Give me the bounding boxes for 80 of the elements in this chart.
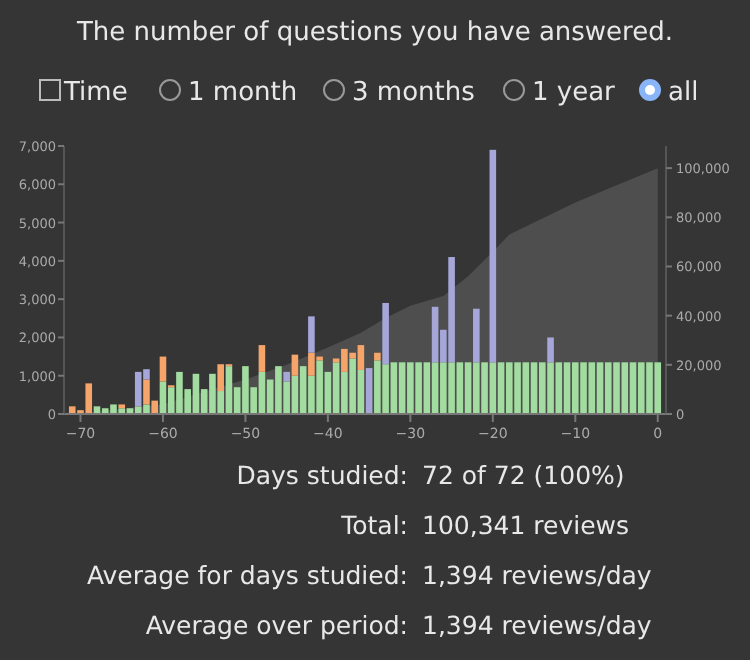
- bar: [390, 362, 398, 414]
- bar: [440, 362, 447, 414]
- bar: [654, 362, 662, 414]
- bar: [481, 362, 488, 414]
- bar: [357, 345, 365, 370]
- text: Average for days studied:: [86, 560, 408, 590]
- bar: [604, 362, 612, 414]
- bar: [448, 362, 455, 414]
- bar: [118, 408, 126, 414]
- bar: [456, 362, 464, 414]
- bar: [258, 345, 266, 372]
- bar: [423, 362, 431, 414]
- text: 100,341 reviews: [422, 510, 630, 540]
- bar: [497, 362, 505, 414]
- bar: [275, 366, 282, 414]
- text: all: [668, 78, 699, 108]
- bar: [316, 360, 323, 414]
- bar: [514, 362, 521, 414]
- bar: [596, 362, 604, 414]
- bar: [85, 383, 93, 414]
- bar: [588, 362, 596, 414]
- bar: [637, 362, 645, 414]
- bar: [143, 404, 150, 414]
- text: 1,394 reviews/day: [422, 610, 653, 640]
- text: 72 of 72 (100%): [422, 460, 625, 490]
- bar: [571, 362, 579, 414]
- bar: [555, 362, 563, 414]
- bar: [489, 362, 497, 414]
- bar: [332, 362, 340, 414]
- bar: [349, 358, 356, 414]
- text: Days studied:: [236, 460, 408, 490]
- bar: [506, 362, 513, 414]
- bar: [242, 366, 249, 414]
- bar: [613, 362, 620, 414]
- text: Average over period:: [145, 610, 408, 640]
- bar: [489, 149, 497, 363]
- bar: [473, 362, 480, 414]
- chart-title: The number of questions you have answered.: [74, 18, 674, 48]
- bar: [580, 362, 587, 414]
- bar: [629, 362, 637, 414]
- bar: [547, 337, 554, 363]
- bar: [431, 362, 439, 414]
- bar: [530, 362, 538, 414]
- bar: [291, 354, 299, 376]
- bar: [308, 352, 315, 376]
- bar: [522, 362, 530, 414]
- bar: [217, 364, 224, 392]
- bar: [382, 364, 389, 414]
- bar: [176, 371, 183, 414]
- bar: [448, 257, 455, 363]
- bar: [110, 404, 117, 414]
- bar: [374, 352, 381, 361]
- bar: [101, 408, 109, 414]
- bar: [374, 360, 381, 414]
- text: 1 month: [188, 78, 298, 108]
- bar: [621, 362, 629, 414]
- bar: [547, 362, 554, 414]
- bar: [431, 306, 439, 363]
- bar: [415, 362, 422, 414]
- bar: [143, 379, 150, 405]
- bar: [209, 373, 216, 414]
- bar: [134, 406, 142, 414]
- bar: [283, 371, 290, 382]
- bar: [398, 362, 406, 414]
- bar: [382, 302, 389, 365]
- text: Total:: [339, 510, 408, 540]
- bar: [68, 406, 76, 414]
- bar: [341, 348, 348, 372]
- bar: [646, 362, 653, 414]
- bar: [134, 371, 142, 407]
- text: 1 year: [532, 78, 617, 108]
- bar: [473, 308, 480, 363]
- bar: [563, 362, 571, 414]
- bar: [407, 362, 414, 414]
- bar: [308, 316, 315, 353]
- bar: [464, 362, 472, 414]
- text: 3 months: [352, 78, 476, 108]
- text: Time: [62, 78, 128, 108]
- text: 1,394 reviews/day: [422, 560, 653, 590]
- bar: [539, 362, 546, 414]
